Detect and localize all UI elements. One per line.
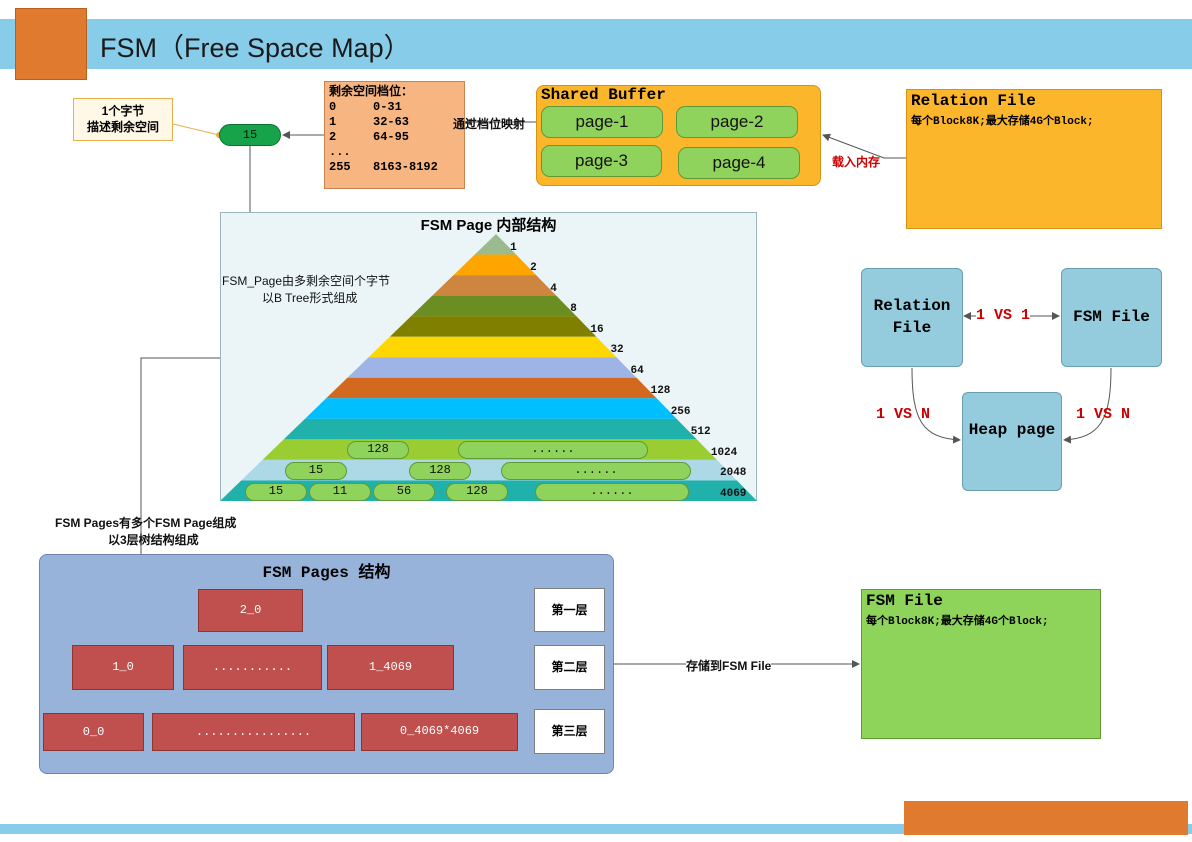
tree-node-pill: 11 (309, 483, 371, 501)
relation-to-shared-arrow (822, 133, 906, 159)
tree-level-count: 4 (550, 282, 557, 295)
load-label: 载入内存 (832, 155, 881, 169)
relation-file-desc: 每个Block8K;最大存储4G个Block; (911, 116, 1094, 128)
fsm-heap-arrow (1063, 367, 1112, 444)
page-1-pill: page-1 (541, 106, 663, 138)
note-box: 1个字节 描述剩余空间 (73, 98, 173, 141)
fsm-pages-caption-line1: FSM Pages有多个FSM Page组成 (55, 516, 237, 530)
triangle-band (283, 418, 697, 440)
tree-node-pill: 15 (285, 462, 347, 480)
triangle-band (474, 234, 517, 255)
level-index: 1 (329, 115, 337, 129)
relation-file-box: Relation File 每个Block8K;最大存储4G个Block; (906, 89, 1162, 229)
layer3-node: 0_4069*4069 (361, 713, 518, 751)
tree-node-pill: ...... (501, 462, 691, 480)
level-range: 8163-8192 (373, 160, 438, 174)
fsm-page-note-line2: 以B Tree形式组成 (262, 291, 358, 305)
shared-buffer-title: Shared Buffer (541, 86, 666, 104)
tree-node-pill: ...... (458, 441, 648, 459)
tree-level-count: 2 (530, 262, 537, 275)
level-index: ... (329, 145, 351, 159)
triangle-band (326, 377, 657, 399)
fsm-file-desc: 每个Block8K;最大存储4G个Block; (866, 616, 1049, 628)
layer1-label: 第一层 (534, 588, 605, 632)
free-space-byte-pill: 15 (219, 124, 281, 146)
map-label: 通过档位映射 (453, 117, 526, 131)
triangle-band (411, 295, 577, 317)
note-line1: 1个字节 (101, 104, 145, 118)
tree-level-count: 512 (690, 426, 711, 439)
tree-node-pill: ...... (535, 483, 689, 501)
store-label: 存储到FSM File (686, 657, 772, 674)
tree-node-pill: 56 (373, 483, 435, 501)
title-accent (15, 8, 87, 80)
triangle-band (389, 316, 597, 337)
one-to-n-right-label: 1 VS N (1076, 406, 1131, 423)
fsm-pages-caption-line2: 以3层树结构组成 (108, 533, 199, 547)
rel-heap-arrow (911, 367, 961, 444)
level-range: 64-95 (373, 130, 410, 144)
fsm-pages-title: FSM Pages 结构 (262, 564, 391, 582)
level-index: 2 (329, 130, 337, 144)
level-range: 32-63 (373, 115, 410, 129)
free-space-levels-box: 剩余空间档位： 0 0-31 1 32-63 2 64-95... 255 8163-8192 (324, 81, 465, 189)
page-title: FSM（Free Space Map） (100, 33, 411, 63)
level-row: 1 32-63 (329, 115, 460, 130)
tree-node-pill: 15 (245, 483, 307, 501)
tree-node-pill: 128 (347, 441, 409, 459)
layer3-node: ................ (152, 713, 355, 751)
level-row: 2 64-95 (329, 130, 460, 145)
fsm-page-title: FSM Page 内部结构 (420, 217, 557, 234)
triangle-band (432, 275, 557, 296)
triangle-band (304, 398, 677, 419)
note-line2: 描述剩余空间 (86, 120, 159, 134)
tree-node-pill: 128 (409, 462, 471, 480)
fsm-file-title: FSM File (866, 592, 943, 610)
footer-bar (0, 824, 1192, 834)
tree-level-count: 128 (650, 385, 671, 398)
layer2-node: ........... (183, 645, 322, 690)
layer2-label: 第二层 (534, 645, 605, 690)
tree-level-count: 1024 (710, 446, 738, 459)
level-index: 0 (329, 100, 337, 114)
tree-level-count: 1 (510, 241, 517, 254)
layer1-node: 2_0 (198, 589, 303, 632)
page-3-pill: page-3 (541, 145, 662, 177)
triangle-band (347, 357, 637, 378)
note-connector (172, 123, 220, 136)
footer-accent (904, 801, 1188, 835)
tree-level-count: 256 (670, 405, 691, 418)
level-row: 255 8163-8192 (329, 160, 460, 175)
relation-file-node: Relation File (861, 268, 963, 367)
layer2-node: 1_4069 (327, 645, 454, 690)
tree-node-pill: 128 (446, 483, 508, 501)
page-2-pill: page-2 (676, 106, 798, 138)
tree-level-count: 8 (570, 303, 577, 316)
one-to-n-left-label: 1 VS N (876, 406, 931, 423)
level-row: 0 0-31 (329, 100, 460, 115)
layer2-node: 1_0 (72, 645, 174, 690)
tree-level-count: 32 (610, 344, 624, 357)
relation-file-title: Relation File (911, 92, 1036, 110)
triangle-band (368, 336, 617, 358)
layer3-label: 第三层 (534, 709, 605, 754)
level-row: ... (329, 145, 460, 160)
tree-level-count: 2048 (720, 467, 747, 480)
tree-level-count: 64 (630, 364, 644, 377)
fsm-file-node: FSM File (1061, 268, 1162, 367)
heap-page-node: Heap page (962, 392, 1062, 491)
title-bar (0, 19, 1192, 69)
layer3-node: 0_0 (43, 713, 144, 751)
level-range: 0-31 (373, 100, 402, 114)
levels-title: 剩余空间档位： (329, 85, 414, 99)
triangle-band (453, 254, 537, 276)
fsm-file-box: FSM File 每个Block8K;最大存储4G个Block; (861, 589, 1101, 739)
page-4-pill: page-4 (678, 147, 800, 179)
one-to-one-label: 1 VS 1 (976, 307, 1031, 324)
fsm-page-note-line1: FSM_Page由多剩余空间个字节 (222, 274, 391, 288)
level-index: 255 (329, 160, 351, 174)
tree-level-count: 4069 (720, 488, 747, 500)
tree-level-count: 16 (590, 323, 604, 336)
